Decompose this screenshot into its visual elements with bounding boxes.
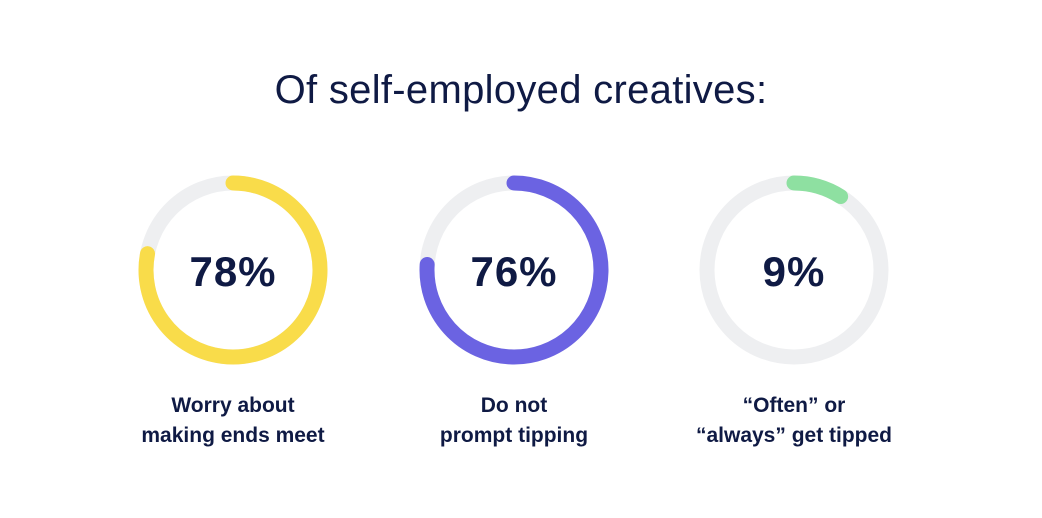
stat-label: Worry about making ends meet xyxy=(113,391,353,451)
stat-value: 76% xyxy=(470,248,558,295)
stat-label-line: prompt tipping xyxy=(439,424,589,447)
stat-label: Do not prompt tipping xyxy=(394,391,634,451)
stat-label: “Often” or “always” get tipped xyxy=(674,391,914,451)
stat-label-line: making ends meet xyxy=(141,424,325,447)
stat-get-tipped: 9% “Often” or “always” get tipped xyxy=(674,170,914,470)
stat-label-line: Do not xyxy=(480,394,548,417)
donut-chart-worry xyxy=(138,175,328,365)
stat-value: 78% xyxy=(189,248,277,295)
donut-chart-tipping-prompt xyxy=(419,175,609,365)
stat-label-line: “always” get tipped xyxy=(695,424,893,447)
donut-arc-worry xyxy=(138,175,328,365)
stat-value: 9% xyxy=(762,248,826,295)
stat-label-line: “Often” or xyxy=(742,394,846,417)
page-title: Of self-employed creatives: xyxy=(274,68,768,112)
stat-tipping-prompt: 76% Do not prompt tipping xyxy=(394,170,634,470)
stat-worry: 78% Worry about making ends meet xyxy=(113,170,353,470)
donut-arc-get-tipped xyxy=(786,175,849,205)
stat-label-line: Worry about xyxy=(171,394,295,417)
donut-chart-get-tipped xyxy=(699,175,889,365)
donut-arc-tipping-prompt xyxy=(419,175,609,365)
